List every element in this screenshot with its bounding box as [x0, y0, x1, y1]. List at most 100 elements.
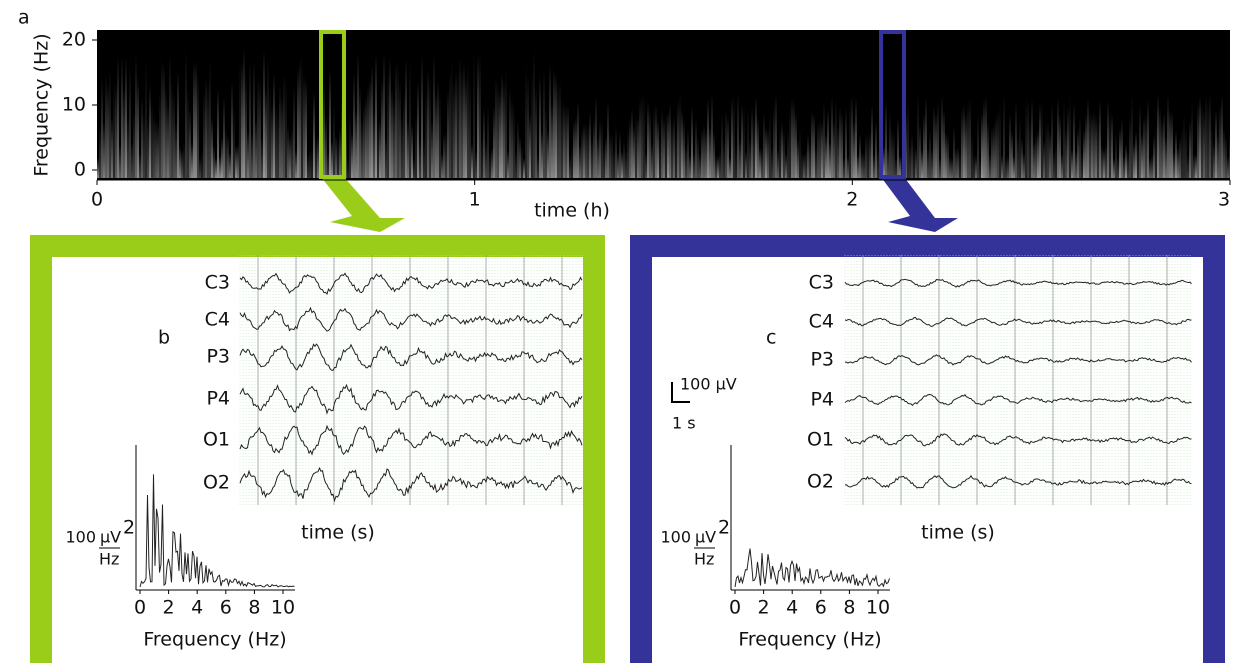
spectrogram-streak	[807, 134, 809, 178]
spectrogram-streak	[703, 124, 705, 178]
spectrogram-streak	[781, 122, 783, 178]
spectrogram-streak	[161, 58, 163, 179]
spectrogram-streak	[1103, 148, 1105, 178]
spectrogram-streak	[1071, 149, 1073, 178]
spectrogram-streak	[105, 74, 107, 178]
spectrogram-streak	[613, 147, 615, 178]
spectrogram-streak	[477, 54, 479, 179]
spectrogram-streak	[1017, 135, 1019, 178]
spectrogram-streak	[917, 93, 919, 178]
spectrogram-streak	[143, 111, 145, 178]
y-scale-value: 100	[660, 528, 691, 547]
spectrogram-streak	[211, 116, 213, 178]
spectrogram-streak	[971, 133, 973, 178]
spectrogram-streak	[889, 111, 891, 178]
spectrogram-streak	[437, 80, 439, 178]
spectrogram-streak	[305, 78, 307, 178]
spectrogram-streak	[475, 149, 477, 178]
panel-b-frame	[30, 235, 605, 663]
spectrogram-streak	[555, 74, 557, 178]
spectrogram-streak	[451, 58, 453, 178]
x-tick-label: 0	[729, 597, 741, 619]
spectrogram-streak	[683, 120, 685, 178]
spectrogram-streak	[289, 135, 291, 178]
spectrogram-streak	[523, 157, 525, 178]
spectrogram-streak	[963, 104, 965, 178]
spectrogram-streak	[841, 112, 843, 178]
spectrogram-streak	[537, 154, 539, 178]
spectrogram-streak	[245, 73, 247, 178]
spectrogram-streak	[383, 52, 385, 178]
spectrogram-streak	[653, 106, 655, 178]
spectrogram-streak	[1187, 155, 1189, 178]
spectrogram-streak	[1203, 109, 1205, 178]
x-tick-label: 4	[191, 597, 203, 619]
y-tick-label: 20	[62, 29, 86, 51]
spectrogram-streak	[1095, 115, 1097, 178]
spectrogram-streak	[1225, 135, 1227, 178]
spectrogram-streak	[747, 108, 749, 178]
channel-label: O1	[807, 429, 834, 451]
spectrogram-streak	[739, 139, 741, 178]
spectrogram-streak	[1155, 125, 1157, 178]
spectrogram-streak	[1069, 95, 1071, 178]
spectrogram-streak	[661, 109, 663, 178]
spectrogram-streak	[1179, 137, 1181, 178]
spectrogram-streak	[565, 104, 567, 178]
spectrogram-streak	[605, 135, 607, 178]
spectrogram-streak	[1015, 100, 1017, 178]
spectrogram-streak	[237, 143, 239, 178]
spectrogram-streak	[779, 124, 781, 178]
spectrogram-streak	[829, 142, 831, 178]
spectrogram-streak	[1025, 96, 1027, 178]
spectrogram-streak	[535, 87, 537, 178]
spectrogram-streak	[493, 106, 495, 178]
arrow-b	[321, 177, 405, 232]
spectrogram-streak	[339, 128, 341, 178]
spectrogram-streak	[667, 111, 669, 178]
spectrogram-streak	[1207, 101, 1209, 178]
spectrogram-streak	[323, 83, 325, 178]
spectrogram-streak	[463, 62, 465, 178]
spectrogram-streak	[365, 95, 367, 178]
spectrogram-streak	[1143, 116, 1145, 178]
spectrogram-streak	[207, 82, 209, 178]
spectrogram-streak	[545, 107, 547, 178]
spectrogram-streak	[543, 68, 545, 178]
spectrogram-streak	[1035, 134, 1037, 178]
spectrogram-streak	[649, 110, 651, 178]
spectrogram-streak	[219, 155, 221, 178]
spectrogram-streak	[719, 150, 721, 178]
spectrogram-streak	[631, 108, 633, 178]
spectrogram-streak	[569, 155, 571, 178]
spectrogram-streak	[989, 153, 991, 178]
spectrogram-streak	[997, 110, 999, 178]
eeg-trace	[239, 306, 583, 332]
spectrogram-streak	[707, 98, 709, 178]
spectrogram-streak	[585, 123, 587, 178]
spectrogram-streak	[757, 117, 759, 178]
spectrogram-streak	[229, 152, 231, 178]
spectrogram-streak	[1165, 136, 1167, 178]
spectrogram-streak	[309, 149, 311, 178]
spectrogram-streak	[117, 56, 119, 179]
spectrogram-streak	[615, 126, 617, 178]
spectrogram-streak	[399, 82, 401, 178]
spectrogram-streak	[877, 149, 879, 178]
spectrogram-streak	[625, 149, 627, 178]
spectrogram-streak	[819, 118, 821, 178]
spectrogram-streak	[517, 119, 519, 178]
spectrogram-streak	[727, 116, 729, 178]
spectrogram-streak	[1159, 107, 1161, 178]
y-unit: µV	[695, 528, 716, 547]
spectrogram-streak	[1181, 127, 1183, 178]
spectrogram-streak	[549, 62, 551, 178]
spectrogram-streak	[693, 152, 695, 178]
x-tick-label: 10	[271, 597, 295, 619]
spectrogram-streak	[1119, 127, 1121, 178]
spectrogram-streak	[785, 153, 787, 178]
spectrogram-streak	[1081, 152, 1083, 178]
spectrogram-streak	[957, 145, 959, 178]
spectrogram-streak	[525, 62, 527, 178]
spectrogram-streak	[541, 130, 543, 178]
